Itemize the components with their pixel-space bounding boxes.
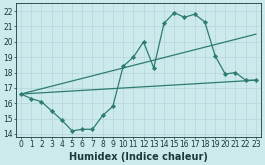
X-axis label: Humidex (Indice chaleur): Humidex (Indice chaleur) xyxy=(69,151,208,162)
